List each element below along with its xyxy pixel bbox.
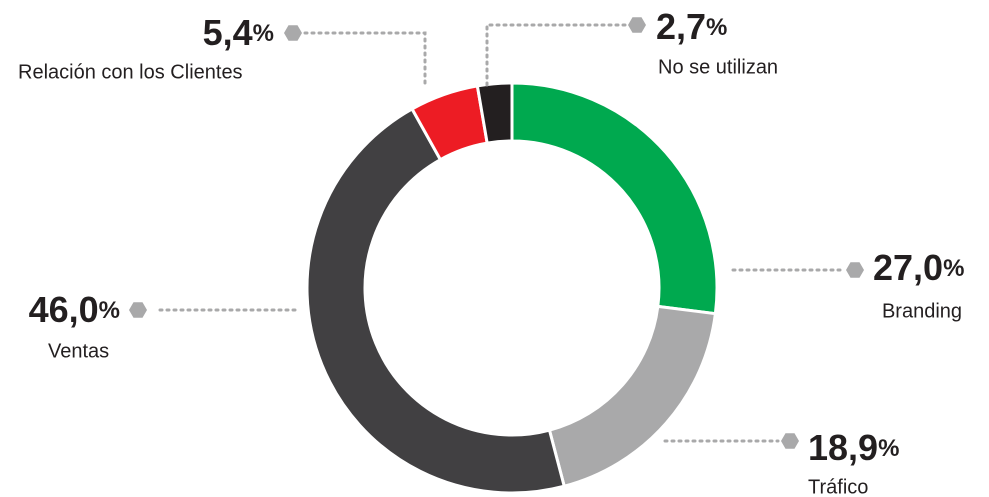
category-label: No se utilizan [658,56,778,78]
hexagon-marker [628,17,646,33]
hexagon-marker [781,433,799,449]
leader-line [485,23,627,87]
hexagon-marker [846,262,864,278]
hexagon-marker [129,302,147,318]
donut-slice [475,81,514,145]
hexagon-marker [284,25,302,41]
category-label: Ventas [48,340,109,362]
value-label: 18,9% [808,427,899,468]
value-label: 2,7% [656,6,727,47]
value-label: 46,0% [29,289,120,330]
category-label: Relación con los Clientes [18,61,243,83]
value-label: 5,4% [203,12,274,53]
leader-line [303,31,427,87]
donut-slice [547,304,718,489]
value-label: 27,0% [873,247,964,288]
category-label: Branding [882,300,962,322]
donut-slice [305,106,567,495]
donut-slice [510,81,719,316]
category-label: Tráfico [808,476,868,497]
